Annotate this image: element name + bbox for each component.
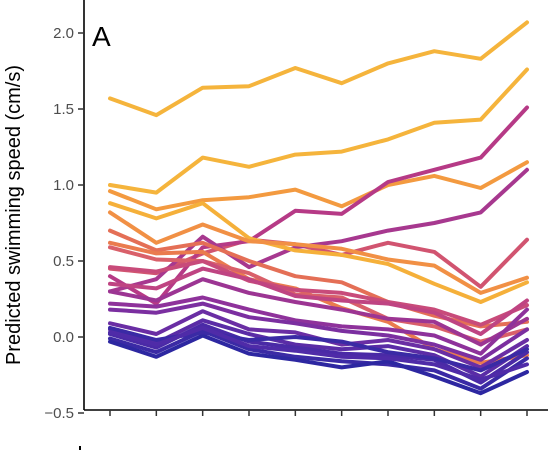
y-tick-label: −0.5 (44, 405, 74, 422)
series-line-6 (108, 167, 529, 294)
y-tick-label: 1.5 (53, 101, 74, 118)
y-tick-label: 1.0 (53, 177, 74, 194)
series-line-3 (108, 160, 529, 212)
series-line-5 (108, 105, 529, 306)
y-tick-label: 0.0 (53, 329, 74, 346)
series-line-20 (108, 328, 529, 391)
series-line-13 (108, 266, 529, 336)
series-line-16 (108, 301, 529, 362)
y-tick-label: 2.0 (53, 25, 74, 42)
series-lines (108, 20, 529, 396)
series-line-9 (108, 228, 529, 329)
axes: −0.5 0.0 0.5 1.0 1.5 2.0 (44, 0, 548, 422)
series-line-12 (108, 259, 529, 327)
series-line-4 (108, 237, 529, 289)
series-line-23 (108, 325, 529, 382)
y-axis-title: Predicted swimming speed (cm/s) (3, 65, 25, 365)
series-line-8 (108, 210, 529, 295)
y-ticks: −0.5 0.0 0.5 1.0 1.5 2.0 (44, 25, 84, 422)
series-line-21 (108, 333, 529, 396)
series-line-7 (108, 201, 529, 304)
series-line-15 (108, 295, 529, 356)
x-ticks (109, 410, 528, 416)
panel-label: A (92, 21, 111, 52)
series-line-2 (108, 67, 529, 195)
series-line-1 (108, 20, 529, 118)
y-tick-label: 0.5 (53, 253, 74, 270)
series-line-14 (108, 277, 529, 347)
